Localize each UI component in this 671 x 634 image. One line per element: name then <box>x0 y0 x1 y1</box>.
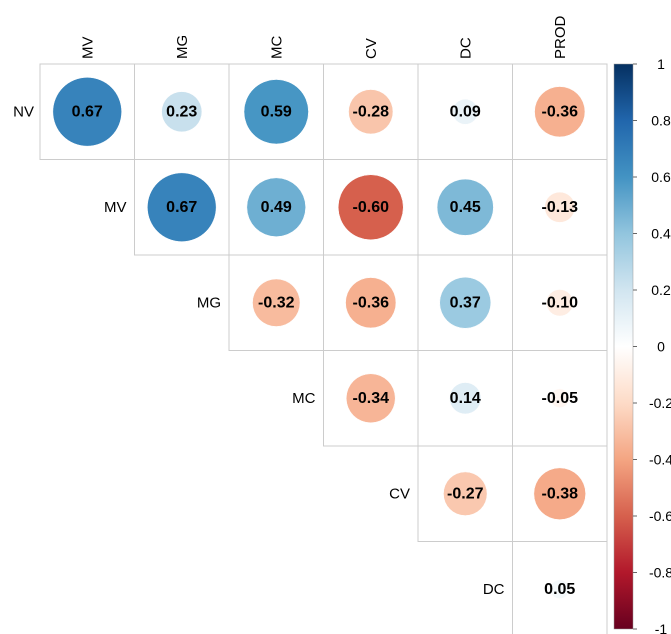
colorbar: 1 0.8 0.6 0.4 0.2 0 -0.2 -0.4 -0.6 -0.8 -1 <box>613 56 671 634</box>
value-label-DC-PROD: 0.05 <box>544 581 575 598</box>
colorbar-tick-label: 0.2 <box>651 282 671 298</box>
value-label-MV-MG: 0.67 <box>166 199 197 216</box>
circle-MG-PROD <box>546 289 574 317</box>
column-label-PROD: PROD <box>552 15 569 59</box>
value-label-MC-CV: -0.34 <box>353 390 390 407</box>
circle-MC-CV <box>346 373 396 423</box>
row-label-NV: NV <box>13 103 34 120</box>
column-labels: MV MG MC CV DC PROD <box>79 15 569 59</box>
column-label-CV: CV <box>363 38 380 59</box>
circle-NV-MV <box>52 77 122 147</box>
colorbar-tick-label: 0.6 <box>651 169 671 185</box>
value-label-MC-DC: 0.14 <box>450 390 481 407</box>
circle-CV-DC <box>443 471 488 516</box>
circle-NV-DC <box>452 98 479 125</box>
row-labels: NV MV MG MC CV DC <box>13 103 505 598</box>
circle-MG-CV <box>345 277 397 329</box>
colorbar-tick-label: 1 <box>657 56 665 72</box>
cell-DC-PROD <box>512 541 608 634</box>
row-label-MV: MV <box>104 199 127 216</box>
value-label-MG-CV: -0.36 <box>353 294 390 311</box>
column-label-MV: MV <box>79 37 96 60</box>
value-label-MV-MC: 0.49 <box>261 199 292 216</box>
circle-MG-DC <box>439 276 492 329</box>
column-label-MC: MC <box>268 36 285 59</box>
value-label-NV-MG: 0.23 <box>166 103 197 120</box>
row-label-CV: CV <box>389 485 410 502</box>
value-labels: 0.67 0.23 0.59 -0.28 0.09 -0.36 0.67 0.49 -0.60 0… <box>72 103 578 598</box>
value-label-NV-DC: 0.09 <box>450 103 481 120</box>
circle-DC-PROD <box>550 579 570 599</box>
circle-NV-CV <box>348 89 394 135</box>
circle-CV-PROD <box>533 467 586 520</box>
cell-grid <box>39 63 608 634</box>
value-label-MG-MC: -0.32 <box>258 294 295 311</box>
circle-MV-CV <box>337 174 404 241</box>
circle-MG-MC <box>252 278 301 327</box>
colorbar-tick-label: 0 <box>657 339 665 355</box>
circle-MV-PROD <box>544 191 576 223</box>
colorbar-gradient <box>613 63 634 630</box>
value-label-MV-CV: -0.60 <box>353 199 390 216</box>
value-label-MV-PROD: -0.13 <box>542 199 579 216</box>
circle-MC-PROD <box>550 388 570 408</box>
correlation-circles <box>52 77 586 599</box>
value-label-NV-PROD: -0.36 <box>542 103 579 120</box>
value-label-CV-DC: -0.27 <box>447 485 484 502</box>
value-label-CV-PROD: -0.38 <box>542 485 579 502</box>
circle-NV-MG <box>161 91 203 133</box>
value-label-MG-DC: 0.37 <box>450 294 481 311</box>
circle-MV-MC <box>246 177 306 237</box>
circle-NV-PROD <box>534 86 586 138</box>
column-label-DC: DC <box>457 37 474 59</box>
column-label-MG: MG <box>174 35 191 59</box>
row-label-MG: MG <box>197 294 221 311</box>
circle-MV-MG <box>147 172 217 242</box>
circle-NV-MC <box>243 79 309 145</box>
value-label-NV-MV: 0.67 <box>72 103 103 120</box>
colorbar-tick-label: -0.8 <box>649 565 671 581</box>
colorbar-tick-label: -0.2 <box>649 395 671 411</box>
value-label-NV-CV: -0.28 <box>353 103 390 120</box>
value-label-MC-PROD: -0.05 <box>542 390 579 407</box>
colorbar-tick-label: -1 <box>655 621 668 634</box>
circle-MC-DC <box>449 382 482 415</box>
row-label-MC: MC <box>292 390 315 407</box>
value-label-MV-DC: 0.45 <box>450 199 481 216</box>
colorbar-tick-label: -0.4 <box>649 452 671 468</box>
row-label-DC: DC <box>483 581 505 598</box>
colorbar-tick-label: 0.8 <box>651 113 671 129</box>
colorbar-ticks: 1 0.8 0.6 0.4 0.2 0 -0.2 -0.4 -0.6 -0.8 -1 <box>633 56 671 634</box>
value-label-NV-MC: 0.59 <box>261 103 292 120</box>
colorbar-tick-label: 0.4 <box>651 226 671 242</box>
circle-MV-DC <box>436 178 494 236</box>
colorbar-tick-label: -0.6 <box>649 508 671 524</box>
value-label-MG-PROD: -0.10 <box>542 294 579 311</box>
